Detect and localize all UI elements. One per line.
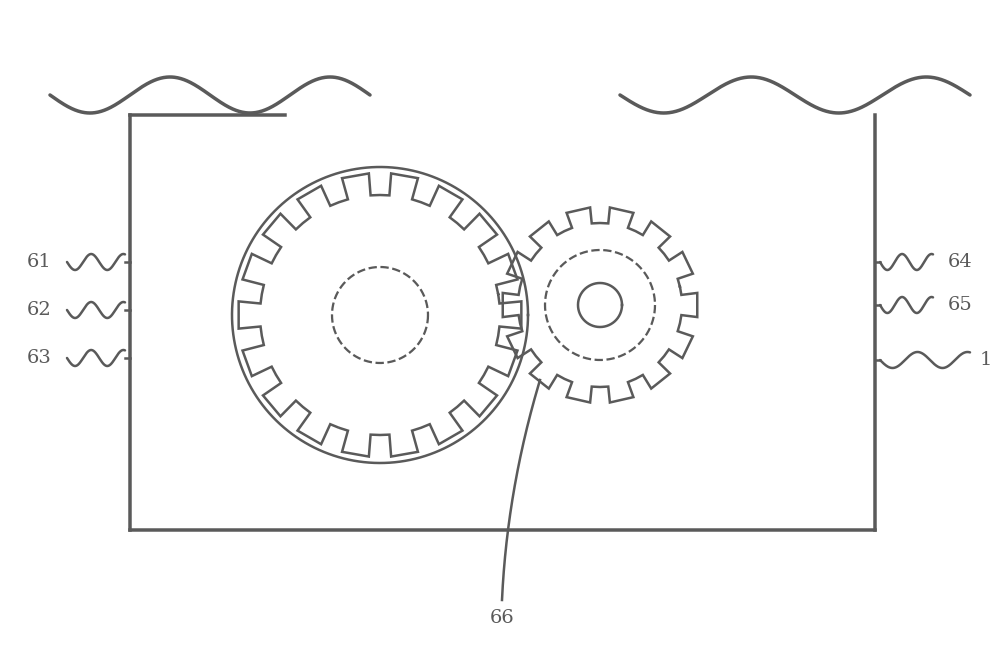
Text: 64: 64 — [948, 253, 973, 271]
Text: 61: 61 — [27, 253, 52, 271]
Text: 62: 62 — [27, 301, 52, 319]
Text: 63: 63 — [27, 349, 52, 367]
Text: 65: 65 — [948, 296, 973, 314]
Text: 1: 1 — [980, 351, 992, 369]
Text: 66: 66 — [490, 609, 514, 627]
